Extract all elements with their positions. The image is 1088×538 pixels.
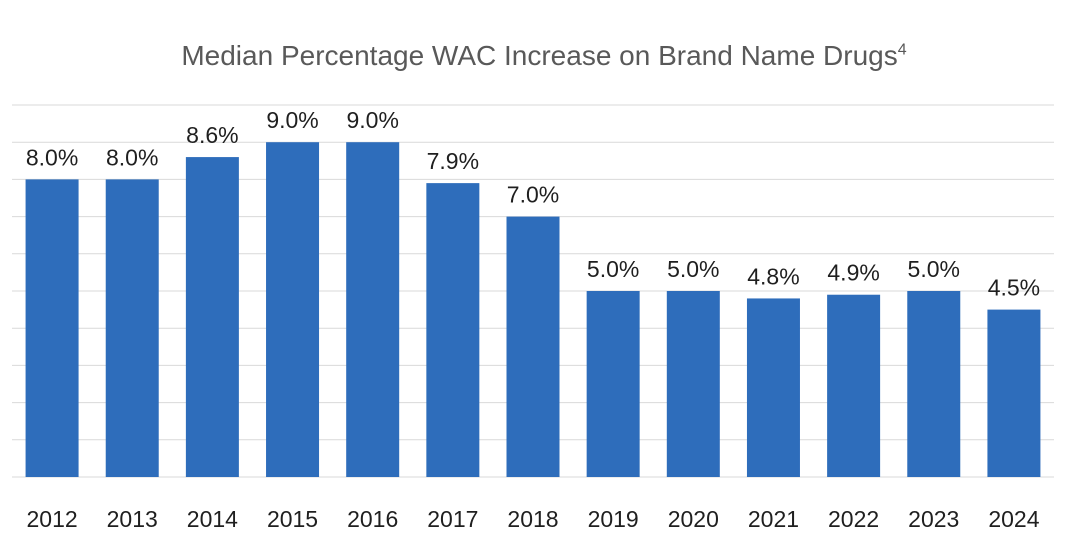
bar-2017 (426, 183, 480, 477)
data-label-2022: 4.9% (827, 260, 879, 286)
x-tick-label-2023: 2023 (908, 506, 959, 532)
data-label-2014: 8.6% (186, 122, 238, 148)
bar-2013 (105, 179, 159, 477)
bar-2023 (907, 291, 961, 477)
bar-2014 (185, 157, 239, 477)
chart-title-superscript: 4 (897, 41, 907, 59)
data-label-2021: 4.8% (747, 263, 799, 289)
chart-title-text: Median Percentage WAC Increase on Brand … (181, 40, 898, 71)
x-tick-label-2024: 2024 (988, 506, 1039, 532)
x-tick-label-2013: 2013 (107, 506, 158, 532)
x-tick-label-2020: 2020 (668, 506, 719, 532)
bar-2021 (746, 298, 800, 477)
data-label-2020: 5.0% (667, 256, 719, 282)
chart-title: Median Percentage WAC Increase on Brand … (0, 40, 1088, 72)
x-tick-label-2016: 2016 (347, 506, 398, 532)
bar-2016 (346, 142, 400, 477)
x-tick-label-2019: 2019 (588, 506, 639, 532)
x-tick-label-2012: 2012 (26, 506, 77, 532)
bar-2018 (506, 216, 560, 477)
bar-2012 (25, 179, 79, 477)
data-label-2013: 8.0% (106, 144, 158, 170)
x-tick-label-2015: 2015 (267, 506, 318, 532)
data-label-2019: 5.0% (587, 256, 639, 282)
data-label-2012: 8.0% (26, 144, 78, 170)
bar-2022 (827, 294, 881, 477)
data-label-2018: 7.0% (507, 182, 559, 208)
x-tick-label-2022: 2022 (828, 506, 879, 532)
bar-2020 (666, 291, 720, 477)
bar-2019 (586, 291, 640, 477)
x-tick-label-2021: 2021 (748, 506, 799, 532)
x-tick-label-2014: 2014 (187, 506, 238, 532)
data-label-2016: 9.0% (346, 107, 398, 133)
bar-2024 (987, 309, 1041, 477)
x-tick-label-2017: 2017 (427, 506, 478, 532)
data-label-2017: 7.9% (427, 148, 479, 174)
x-tick-label-2018: 2018 (507, 506, 558, 532)
data-label-2023: 5.0% (908, 256, 960, 282)
data-label-2024: 4.5% (988, 275, 1040, 301)
data-label-2015: 9.0% (266, 107, 318, 133)
bar-2015 (266, 142, 320, 477)
